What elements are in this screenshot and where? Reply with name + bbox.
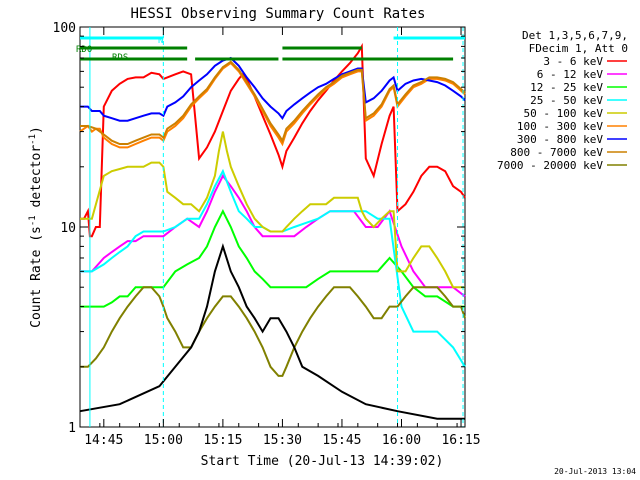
series-line-s6: [79, 61, 466, 149]
x-tick-label: 16:15: [441, 433, 480, 448]
x-tick-label: 15:15: [203, 433, 242, 448]
overlay-layer: N RD0 RDS: [76, 27, 465, 427]
legend-label-s8: 800 - 7000 keV: [510, 146, 603, 159]
plot-area: [79, 26, 466, 428]
x-tick-label: 15:30: [263, 433, 302, 448]
series-layer: [79, 42, 466, 420]
x-tick-label: 15:45: [322, 433, 361, 448]
y-tick-label: 10: [60, 221, 76, 236]
legend-label-s4: 25 - 50 keV: [530, 94, 603, 107]
y-axis-label: Count Rate (s-1 detector-1): [28, 126, 44, 328]
x-tick-label: 16:00: [382, 433, 421, 448]
series-line-s5: [80, 131, 465, 289]
legend-label-s5: 50 - 100 keV: [524, 107, 604, 120]
series-line-s1: [80, 42, 466, 238]
legend-label-s1: 3 - 6 keV: [543, 55, 603, 68]
legend: Det 1,3,5,6,7,9,FDecim 1, Att 03 - 6 keV…: [497, 29, 628, 172]
annotation-label: RD0: [76, 45, 92, 55]
annotation-label: RDS: [112, 53, 128, 63]
plot-frame: [79, 26, 466, 428]
series-line-s0: [79, 243, 465, 420]
x-tick-label: 14:45: [84, 433, 123, 448]
series-line-s3: [80, 208, 465, 308]
legend-label-s2: 6 - 12 keV: [537, 68, 604, 81]
footer-date: 20-Jul-2013 13:04: [554, 467, 636, 476]
legend-header: FDecim 1, Att 0: [529, 42, 628, 55]
series-line-s9: [80, 286, 466, 377]
legend-label-s9: 7000 - 20000 keV: [497, 159, 603, 172]
legend-label-s3: 12 - 25 keV: [530, 81, 603, 94]
legend-label-s7: 300 - 800 keV: [517, 133, 603, 146]
chart-title: HESSI Observing Summary Count Rates: [130, 6, 425, 22]
series-line-s4: [80, 168, 466, 368]
series-line-s8: [80, 60, 466, 145]
annotation-label: N: [158, 36, 163, 46]
y-tick-label: 1: [68, 421, 76, 436]
y-tick-label: 100: [53, 21, 76, 36]
x-axis-label: Start Time (20-Jul-13 14:39:02): [201, 454, 444, 469]
x-tick-label: 15:00: [144, 433, 183, 448]
axis-layer: 14:45 15:00 15:15 15:30 15:45 16:00 16:15 1 10 10…: [53, 21, 481, 448]
series-line-s7: [80, 56, 466, 122]
legend-label-s6: 100 - 300 keV: [517, 120, 603, 133]
legend-header: Det 1,3,5,6,7,9,: [522, 29, 628, 42]
